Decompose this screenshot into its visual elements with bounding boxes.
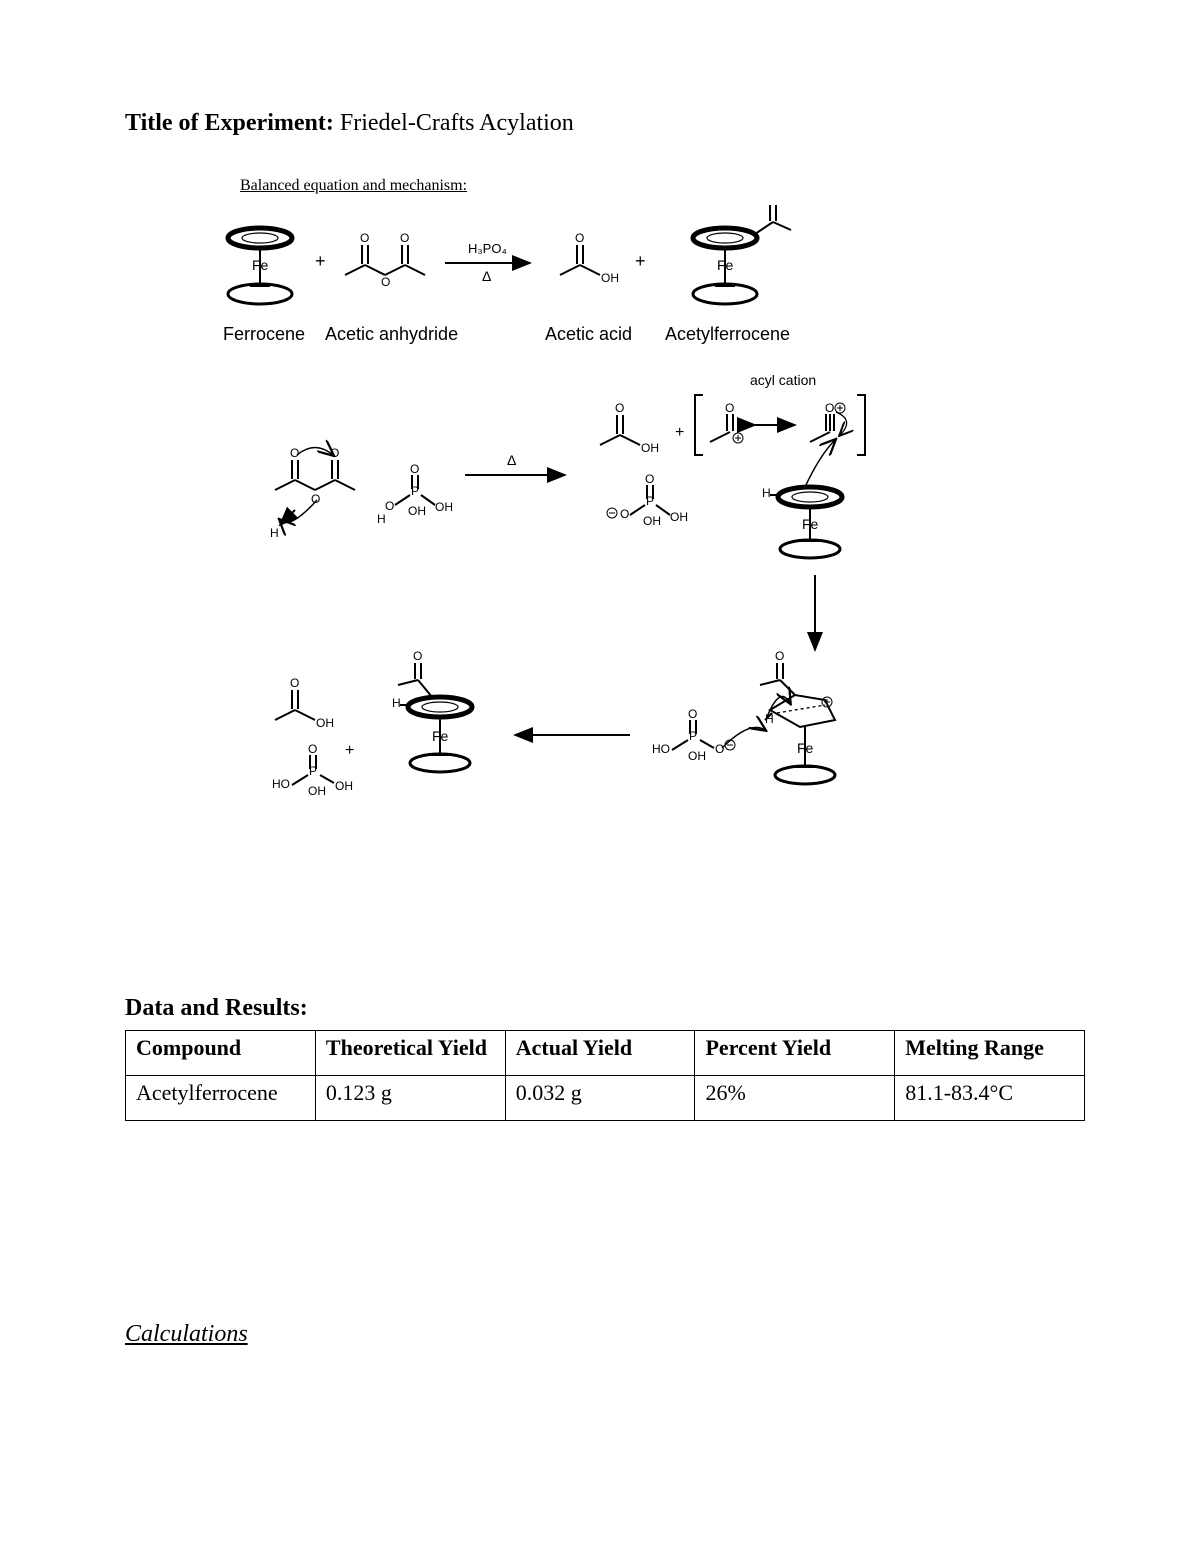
reagent-bottom: Δ: [482, 268, 491, 284]
mech-h3po4: O P O OH OH H: [377, 462, 453, 526]
results-table: Compound Theoretical Yield Actual Yield …: [125, 1030, 1085, 1121]
o-label: O: [575, 231, 584, 245]
oh-label: OH: [601, 271, 619, 285]
title-value: Friedel-Crafts Acylation: [340, 110, 574, 136]
o-label: O: [645, 472, 654, 486]
h-label: H: [392, 696, 401, 710]
phosphate-anion-2: HO P O O OH: [652, 707, 765, 763]
plus-3: +: [675, 424, 684, 441]
oh-label: OH: [670, 510, 688, 524]
page: Title of Experiment: Friedel-Crafts Acyl…: [0, 0, 1200, 1553]
fe-label: Fe: [717, 257, 734, 273]
mech-anhydride: O O O H: [270, 446, 355, 540]
svg-text:HO: HO: [272, 777, 290, 791]
cell-theoretical: 0.123 g: [315, 1076, 505, 1121]
mech-ferrocene: Fe H: [762, 440, 842, 558]
o-label: O: [410, 462, 419, 476]
acylium-2: O: [810, 401, 847, 442]
mech-acetic-acid: O OH: [600, 401, 659, 455]
cell-percent: 26%: [695, 1076, 895, 1121]
acetylferrocene-label: Acetylferrocene: [665, 324, 790, 344]
oh-label: OH: [641, 441, 659, 455]
phosphate-anion-1: O P O OH OH: [607, 472, 688, 528]
o-label: O: [615, 401, 624, 415]
o-label: O: [413, 649, 422, 663]
plus-4: +: [345, 742, 354, 759]
calculations-heading: Calculations: [125, 1321, 1075, 1348]
cell-actual: 0.032 g: [505, 1076, 695, 1121]
acyl-cation-label: acyl cation: [750, 372, 816, 388]
mechanism-subheading: Balanced equation and mechanism:: [240, 177, 1075, 195]
anhydride-label: Acetic anhydride: [325, 324, 458, 344]
bracket-left: [695, 395, 703, 455]
final-acetylferrocene: Fe H O: [392, 649, 472, 772]
o-label: O: [725, 401, 734, 415]
o-label: O: [290, 676, 299, 690]
oh-label: OH: [308, 784, 326, 798]
data-results-heading: Data and Results:: [125, 995, 1075, 1022]
plus-1: +: [315, 251, 326, 271]
title-line: Title of Experiment: Friedel-Crafts Acyl…: [125, 110, 1075, 137]
reagent-top: H₃PO₄: [468, 241, 507, 256]
cell-compound: Acetylferrocene: [126, 1076, 316, 1121]
svg-text:HO: HO: [652, 742, 670, 756]
oh-label: OH: [408, 504, 426, 518]
arenium-intermediate: H O Fe: [760, 649, 835, 784]
h-label: H: [377, 512, 386, 526]
oh-label: OH: [335, 779, 353, 793]
delta-label: Δ: [507, 452, 516, 468]
col-theoretical: Theoretical Yield: [315, 1031, 505, 1076]
o-label: O: [290, 446, 299, 460]
o-label: O: [775, 649, 784, 663]
col-melting: Melting Range: [895, 1031, 1085, 1076]
fe-label: Fe: [797, 740, 814, 756]
col-actual: Actual Yield: [505, 1031, 695, 1076]
h-label: H: [762, 486, 771, 500]
col-percent: Percent Yield: [695, 1031, 895, 1076]
oh-label: OH: [688, 749, 706, 763]
col-compound: Compound: [126, 1031, 316, 1076]
final-h3po4: HO P O OH OH: [272, 742, 353, 798]
fe-label: Fe: [802, 516, 819, 532]
oh-label: OH: [643, 514, 661, 528]
fe-label: Fe: [252, 257, 269, 273]
o-label: O: [381, 275, 390, 289]
o-label: O: [620, 507, 629, 521]
o-label: O: [825, 401, 834, 415]
oh-label: OH: [316, 716, 334, 730]
o-label: O: [360, 231, 369, 245]
reaction-svg: Fe + O O O H₃PO₄ Δ: [185, 205, 1005, 925]
table-row: Acetylferrocene 0.123 g 0.032 g 26% 81.1…: [126, 1076, 1085, 1121]
acetylferrocene-structure: Fe O: [693, 205, 791, 304]
o-label: O: [688, 707, 697, 721]
cell-melting: 81.1-83.4°C: [895, 1076, 1085, 1121]
o-label: O: [308, 742, 317, 756]
table-header-row: Compound Theoretical Yield Actual Yield …: [126, 1031, 1085, 1076]
title-label: Title of Experiment:: [125, 110, 334, 136]
acetic-anhydride-structure: O O O: [345, 231, 425, 289]
fe-label: Fe: [432, 728, 449, 744]
final-acetic-acid: O OH: [275, 676, 334, 730]
h-label: H: [270, 526, 279, 540]
plus-2: +: [635, 251, 646, 271]
o-label: O: [400, 231, 409, 245]
acetic-acid-label: Acetic acid: [545, 324, 632, 344]
o-label: O: [385, 499, 394, 513]
ferrocene-label: Ferrocene: [223, 324, 305, 344]
oh-label: OH: [435, 500, 453, 514]
o-label: O: [715, 742, 724, 756]
ferrocene-structure: Fe: [228, 228, 292, 304]
acylium-1: O: [710, 401, 743, 443]
acetic-acid-structure: O OH: [560, 231, 619, 285]
bracket-right: [857, 395, 865, 455]
reaction-diagram: Fe + O O O H₃PO₄ Δ: [185, 205, 1005, 925]
